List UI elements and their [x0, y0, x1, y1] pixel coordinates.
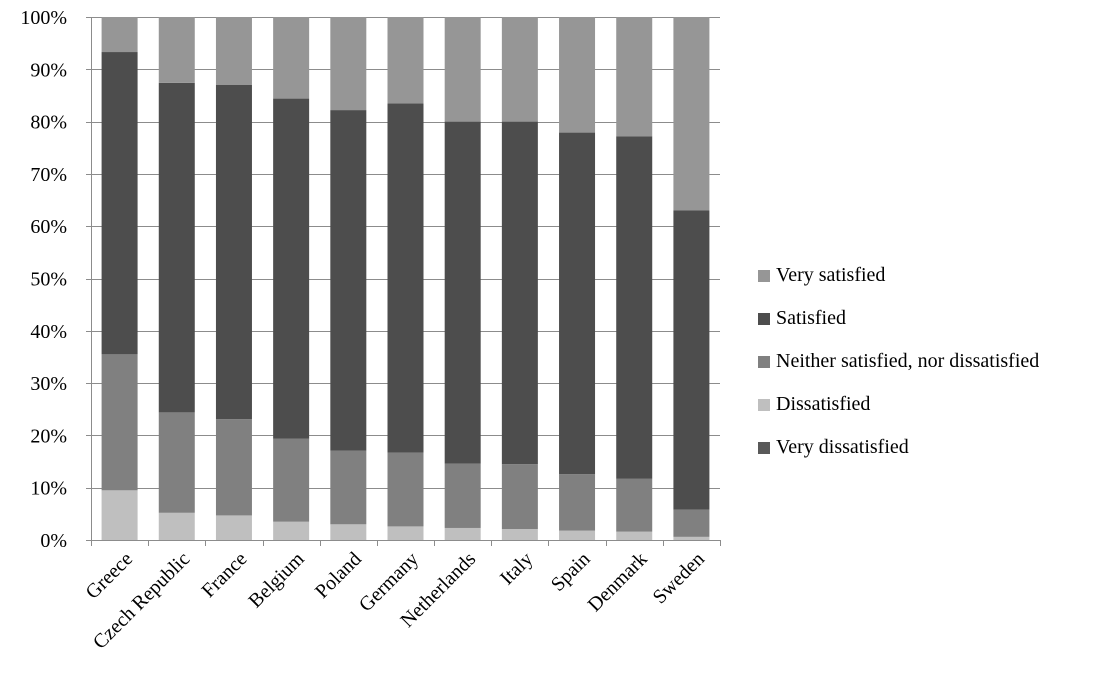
bar-dissatisfied-france [215, 515, 252, 540]
bar-neither-satisfied-nor-dissatisfied-poland [330, 450, 367, 525]
bar-neither-satisfied-nor-dissatisfied-france [215, 419, 252, 516]
legend-item: Dissatisfied [758, 383, 1039, 426]
x-tick-label: Greece [82, 548, 138, 604]
y-tick-label: 100% [20, 7, 67, 29]
bar-dissatisfied-greece [101, 490, 138, 540]
x-tick-label: Denmark [584, 548, 652, 616]
y-tick-label: 20% [30, 425, 67, 447]
bar-neither-satisfied-nor-dissatisfied-italy [501, 464, 538, 530]
legend-item: Satisfied [758, 297, 1039, 340]
x-tick-label: Sweden [649, 548, 709, 608]
legend-label: Very satisfied [776, 264, 886, 286]
legend-label: Very dissatisfied [776, 436, 909, 458]
y-tick-label: 0% [40, 530, 67, 552]
x-tick-label: Poland [311, 548, 366, 603]
y-tick-labels: 0% 10% 20% 30% 40% 50% 60% 70% 80% 90% 100% [20, 7, 67, 552]
x-tick-label: Spain [547, 548, 595, 596]
legend-swatch [758, 312, 770, 325]
y-tick-label: 50% [30, 269, 67, 291]
bar-very-satisfied-netherlands [444, 17, 481, 122]
y-tick-label: 70% [30, 164, 67, 186]
x-tick-label: Belgium [244, 548, 309, 613]
y-tick-label: 30% [30, 373, 67, 395]
bar-very-satisfied-poland [330, 17, 367, 111]
bar-satisfied-belgium [273, 98, 310, 439]
bar-satisfied-germany [387, 103, 424, 453]
bar-very-satisfied-spain [559, 17, 596, 133]
bar-dissatisfied-czech-republic [158, 512, 195, 540]
y-tick-label: 60% [30, 216, 67, 238]
bar-very-satisfied-france [215, 17, 252, 85]
bar-very-satisfied-italy [501, 17, 538, 122]
axes [86, 17, 721, 546]
bar-neither-satisfied-nor-dissatisfied-germany [387, 452, 424, 527]
bars [101, 17, 710, 540]
bar-neither-satisfied-nor-dissatisfied-czech-republic [158, 412, 195, 513]
legend-item: Very satisfied [758, 254, 1039, 297]
legend-item: Neither satisfied, nor dissatisfied [758, 340, 1039, 383]
bar-neither-satisfied-nor-dissatisfied-greece [101, 354, 138, 491]
y-tick-label: 40% [30, 321, 67, 343]
bar-satisfied-spain [559, 132, 596, 475]
bar-dissatisfied-belgium [273, 521, 310, 540]
bar-satisfied-denmark [616, 136, 653, 479]
legend-swatch [758, 355, 770, 368]
bar-satisfied-sweden [673, 210, 710, 510]
bar-neither-satisfied-nor-dissatisfied-belgium [273, 438, 310, 522]
bar-dissatisfied-poland [330, 524, 367, 540]
bar-satisfied-poland [330, 110, 367, 451]
legend-label: Dissatisfied [776, 393, 871, 415]
bar-dissatisfied-denmark [616, 531, 653, 540]
bar-satisfied-france [215, 84, 252, 420]
legend-label: Satisfied [776, 307, 846, 329]
bar-satisfied-greece [101, 52, 138, 355]
legend-label: Neither satisfied, nor dissatisfied [776, 350, 1040, 372]
legend-swatch [758, 398, 770, 411]
y-tick-label: 90% [30, 59, 67, 81]
x-tick-label: France [197, 548, 251, 602]
legend-item: Very dissatisfied [758, 426, 1039, 469]
bar-very-satisfied-belgium [273, 17, 310, 99]
bar-dissatisfied-netherlands [444, 527, 481, 540]
bar-very-satisfied-sweden [673, 17, 710, 211]
bar-dissatisfied-spain [559, 530, 596, 540]
bar-neither-satisfied-nor-dissatisfied-netherlands [444, 463, 481, 528]
legend: Very satisfied Satisfied Neither satisfied… [758, 254, 1039, 469]
legend-swatch [758, 441, 770, 454]
bar-dissatisfied-italy [501, 529, 538, 540]
bar-very-satisfied-greece [101, 17, 138, 53]
bar-neither-satisfied-nor-dissatisfied-spain [559, 474, 596, 531]
x-tick-label: Italy [496, 548, 537, 589]
bar-neither-satisfied-nor-dissatisfied-denmark [616, 478, 653, 532]
bar-satisfied-italy [501, 121, 538, 465]
bar-satisfied-czech-republic [158, 82, 195, 413]
y-tick-label: 80% [30, 112, 67, 134]
y-tick-label: 10% [30, 478, 67, 500]
bar-very-satisfied-denmark [616, 17, 653, 137]
bar-very-satisfied-germany [387, 17, 424, 104]
bar-very-satisfied-czech-republic [158, 17, 195, 83]
legend-swatch [758, 269, 770, 282]
bar-satisfied-netherlands [444, 121, 481, 464]
bar-dissatisfied-germany [387, 526, 424, 540]
bar-neither-satisfied-nor-dissatisfied-sweden [673, 509, 710, 537]
bar-dissatisfied-sweden [673, 536, 710, 540]
